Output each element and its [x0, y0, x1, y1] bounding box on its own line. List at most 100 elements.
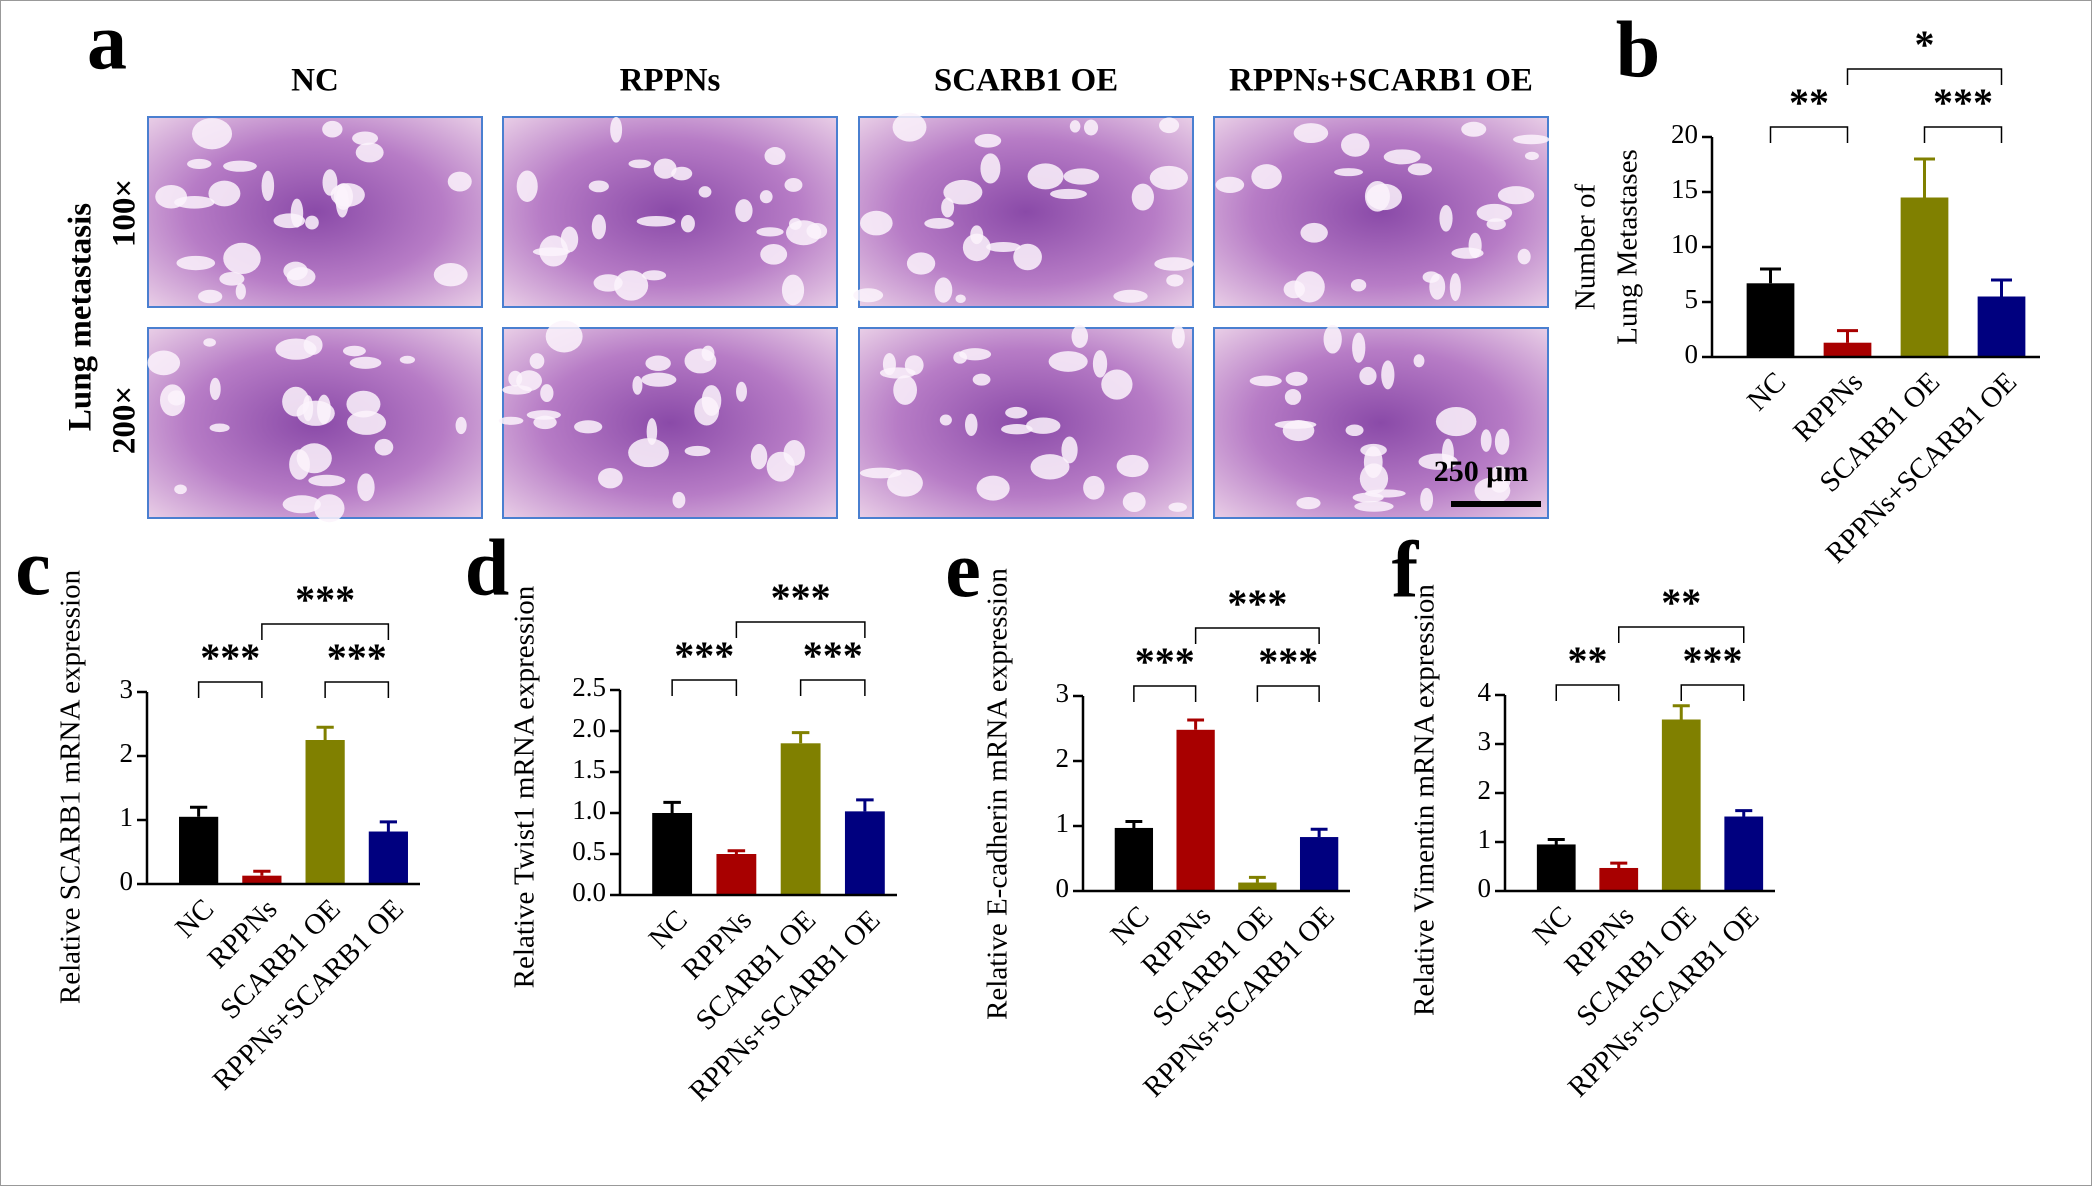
alveolus: [1480, 429, 1492, 452]
y-tick-label: 1.0: [572, 795, 606, 825]
error-bar: [189, 805, 208, 817]
error-bar: [1837, 329, 1858, 343]
bar: [179, 816, 219, 884]
y-tick-label: 2.5: [572, 672, 606, 702]
alveolus: [1005, 406, 1028, 419]
row-label: 100×: [107, 179, 143, 247]
alveolus: [155, 184, 188, 209]
significance-label: **: [1568, 638, 1608, 683]
alveolus: [591, 214, 606, 240]
alveolus: [680, 214, 695, 233]
alveolus: [223, 242, 261, 275]
alveolus: [455, 416, 467, 435]
y-tick-label: 3: [1478, 726, 1492, 756]
alveolus: [628, 159, 652, 169]
alveolus: [1435, 407, 1477, 437]
y-tick-label: 2: [120, 738, 134, 768]
alveolus: [1149, 165, 1188, 190]
alveolus: [539, 235, 569, 267]
panel-label: e: [945, 526, 981, 614]
alveolus: [980, 153, 1001, 184]
alveolus: [1451, 247, 1484, 259]
alveolus: [1083, 475, 1105, 500]
alveolus: [943, 179, 983, 205]
alveolus: [1284, 388, 1302, 405]
alveolus: [357, 473, 375, 502]
alveolus: [1063, 168, 1100, 185]
alveolus: [760, 243, 788, 265]
alveolus: [296, 443, 332, 474]
alveolus: [545, 320, 583, 353]
bar: [1746, 283, 1795, 357]
alveolus: [636, 216, 676, 227]
alveolus: [1352, 332, 1366, 363]
alveolus: [159, 384, 185, 417]
alveolus: [783, 440, 805, 466]
y-tick-label: 3: [120, 674, 134, 704]
alveolus: [1026, 417, 1061, 434]
alveolus: [352, 131, 379, 146]
alveolus: [597, 467, 623, 489]
alveolus: [282, 495, 321, 514]
alveolus: [672, 491, 686, 509]
alveolus: [349, 356, 382, 369]
alveolus: [335, 185, 349, 218]
alveolus: [1381, 360, 1395, 390]
alveolus: [1354, 500, 1394, 512]
y-tick-label: 0: [120, 866, 134, 896]
alveolus: [516, 170, 538, 202]
alveolus: [1159, 117, 1180, 134]
significance-label: **: [1789, 80, 1829, 125]
significance-bracket: [1194, 627, 1320, 644]
significance-label: *: [1915, 22, 1935, 67]
alveolus: [1513, 134, 1550, 145]
bar: [1977, 296, 2026, 357]
error-bar: [1187, 718, 1205, 730]
alveolus: [1461, 121, 1487, 137]
alveolus: [1048, 351, 1088, 372]
alveolus: [642, 270, 667, 281]
alveolus: [1352, 492, 1384, 503]
y-tick-label: 0.0: [572, 877, 606, 907]
bar: [1900, 197, 1949, 357]
histology-image: [858, 116, 1194, 308]
y-axis-label: Number of: [1570, 183, 1602, 310]
alveolus: [174, 484, 187, 495]
alveolus: [1323, 324, 1342, 354]
column-header: NC: [291, 63, 339, 99]
alveolus: [1001, 424, 1033, 435]
alveolus: [1334, 168, 1364, 177]
significance-bracket: [1618, 626, 1745, 643]
column-header: SCARB1 OE: [934, 63, 1118, 99]
alveolus: [924, 217, 954, 229]
alveolus: [347, 410, 387, 435]
alveolus: [1294, 271, 1325, 303]
alveolus: [1251, 164, 1282, 190]
y-tick-label: 20: [1671, 119, 1698, 149]
alveolus: [1300, 222, 1328, 243]
alveolus: [355, 142, 384, 163]
alveolus: [653, 158, 677, 179]
significance-bracket: [1769, 126, 1849, 143]
alveolus: [1364, 181, 1390, 212]
alveolus: [273, 213, 306, 229]
alveolus: [1171, 325, 1185, 349]
alveolus: [1101, 369, 1133, 400]
alveolus: [399, 355, 416, 364]
error-bar: [791, 731, 810, 744]
alveolus: [1474, 477, 1511, 504]
error-bar: [379, 820, 398, 832]
error-bar: [1991, 278, 2012, 297]
alveolus: [784, 178, 803, 192]
alveolus: [965, 413, 978, 437]
alveolus: [588, 180, 609, 193]
alveolus: [1296, 497, 1321, 510]
bar: [1823, 342, 1872, 357]
alveolus: [632, 375, 643, 395]
alveolus: [1517, 248, 1531, 265]
alveolus: [750, 443, 768, 470]
error-bar: [1672, 704, 1690, 720]
alveolus: [684, 445, 711, 457]
bar: [368, 831, 408, 884]
